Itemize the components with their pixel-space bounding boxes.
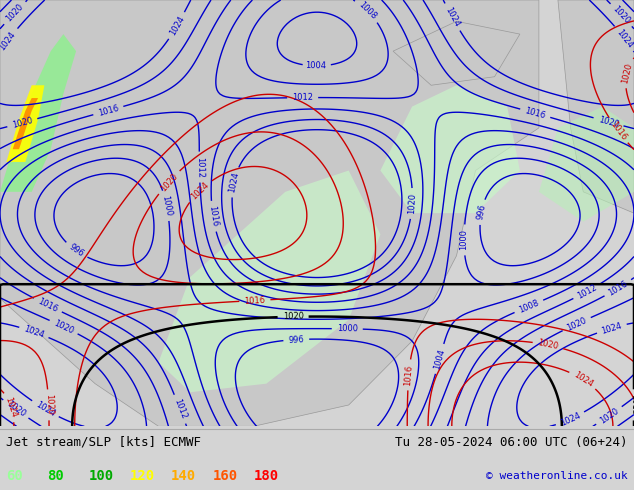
Text: 1016: 1016 <box>608 120 628 142</box>
Text: 1020: 1020 <box>597 115 620 129</box>
Text: 1016: 1016 <box>524 106 547 121</box>
Text: 1008: 1008 <box>356 0 378 21</box>
Text: 1004: 1004 <box>432 347 447 370</box>
Text: 1024: 1024 <box>34 400 56 418</box>
Text: 1004: 1004 <box>305 61 326 71</box>
Text: 996: 996 <box>67 243 86 259</box>
Text: 1024: 1024 <box>600 321 623 336</box>
Text: 1020: 1020 <box>598 406 620 425</box>
Text: 1016: 1016 <box>97 103 120 118</box>
Text: 1016: 1016 <box>36 296 59 314</box>
Polygon shape <box>0 0 539 426</box>
Text: 1020: 1020 <box>52 318 75 336</box>
Text: 1016: 1016 <box>403 364 414 386</box>
Text: 1024: 1024 <box>443 6 462 28</box>
Text: 80: 80 <box>48 469 64 483</box>
Text: 1016: 1016 <box>244 295 266 306</box>
Text: 1020: 1020 <box>44 394 53 416</box>
Polygon shape <box>13 98 38 149</box>
Text: 1012: 1012 <box>292 93 313 102</box>
Text: 1020: 1020 <box>620 62 633 84</box>
Text: 1020: 1020 <box>537 339 559 351</box>
Text: 1024: 1024 <box>572 370 594 389</box>
Text: 100: 100 <box>89 469 114 483</box>
Text: 160: 160 <box>212 469 238 483</box>
Text: 1020: 1020 <box>11 116 34 130</box>
Text: 1020: 1020 <box>4 2 25 24</box>
Polygon shape <box>558 0 634 213</box>
Polygon shape <box>539 107 634 221</box>
Text: 1016: 1016 <box>607 279 630 297</box>
Text: 180: 180 <box>254 469 279 483</box>
Text: 140: 140 <box>171 469 197 483</box>
Text: 1024: 1024 <box>559 411 582 427</box>
Text: 1012: 1012 <box>195 156 204 178</box>
Text: 1016: 1016 <box>207 205 219 227</box>
Text: 1008: 1008 <box>517 298 540 315</box>
Text: 1020: 1020 <box>407 193 417 214</box>
Text: 1024: 1024 <box>23 324 46 340</box>
Polygon shape <box>158 171 380 392</box>
Text: 1024: 1024 <box>189 180 210 201</box>
Text: 1024: 1024 <box>4 395 18 418</box>
Text: 1013: 1013 <box>630 394 634 416</box>
Polygon shape <box>0 34 76 192</box>
Text: 1012: 1012 <box>172 398 188 420</box>
Text: 1020: 1020 <box>566 316 588 332</box>
Text: © weatheronline.co.uk: © weatheronline.co.uk <box>486 471 628 481</box>
Text: 1020: 1020 <box>283 312 304 321</box>
Text: 1024: 1024 <box>168 14 186 37</box>
Polygon shape <box>380 85 520 213</box>
Text: 1020: 1020 <box>611 4 632 25</box>
Text: 1000: 1000 <box>460 229 469 250</box>
Text: 1024: 1024 <box>228 171 241 194</box>
Text: 996: 996 <box>476 203 488 220</box>
Text: 60: 60 <box>6 469 23 483</box>
Text: 1020: 1020 <box>158 172 179 193</box>
Text: 1012: 1012 <box>576 282 598 300</box>
Text: 120: 120 <box>130 469 155 483</box>
Polygon shape <box>393 21 520 85</box>
Text: 1000: 1000 <box>337 324 358 333</box>
Text: 1024: 1024 <box>614 27 634 49</box>
Text: 996: 996 <box>288 335 304 344</box>
Text: 1020: 1020 <box>4 399 27 419</box>
Text: Tu 28-05-2024 06:00 UTC (06+24): Tu 28-05-2024 06:00 UTC (06+24) <box>395 436 628 449</box>
Polygon shape <box>6 85 44 162</box>
Text: 1024: 1024 <box>0 29 18 52</box>
Text: Jet stream/SLP [kts] ECMWF: Jet stream/SLP [kts] ECMWF <box>6 436 202 449</box>
Text: 1000: 1000 <box>160 195 173 217</box>
